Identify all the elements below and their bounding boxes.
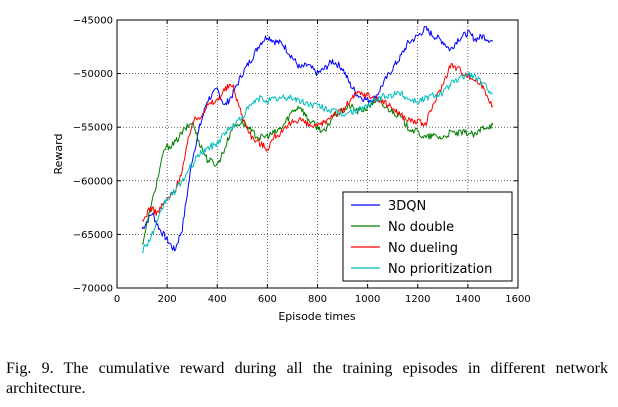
x-tick-label: 1600: [505, 294, 530, 305]
legend-box: [342, 191, 513, 282]
x-tick-label: 1000: [355, 294, 380, 305]
legend-label-no-dueling: No dueling: [388, 241, 458, 256]
grid-lines: [117, 20, 518, 288]
y-tick-label: −50000: [73, 69, 113, 80]
series-line-no-dueling: [141, 63, 494, 222]
y-axis-label: Reward: [52, 134, 65, 175]
x-tick-label: 1400: [455, 294, 480, 305]
y-tick-label: −70000: [73, 284, 113, 295]
legend-label-no-prioritization: No prioritization: [388, 262, 492, 277]
legend-label-3dqn: 3DQN: [388, 199, 426, 214]
x-tick-label: 0: [114, 294, 120, 305]
series-lines: [141, 25, 494, 254]
series-line-no-prioritization: [141, 72, 494, 254]
x-tick-label: 800: [308, 294, 327, 305]
axis-ticks: 0 200 400 600 800 1000 1200 1400 1600 −45000 −5000…: [73, 16, 531, 306]
x-tick-label: 200: [158, 294, 177, 305]
legend-label-no-double: No double: [388, 220, 454, 235]
legend: 3DQN No double No dueling No prioritization: [342, 191, 513, 282]
x-tick-label: 400: [208, 294, 227, 305]
y-tick-label: −55000: [73, 123, 113, 134]
x-tick-label: 600: [258, 294, 277, 305]
y-tick-label: −60000: [73, 176, 113, 187]
reward-chart: 0 200 400 600 800 1000 1200 1400 1600 −45000 −5000…: [52, 16, 531, 324]
x-tick-label: 1200: [405, 294, 430, 305]
y-tick-label: −65000: [73, 230, 113, 241]
y-tick-label: −45000: [73, 16, 113, 27]
series-line-3dqn: [141, 25, 494, 252]
x-axis-label: Episode times: [278, 310, 356, 323]
figure-caption: Fig. 9. The cumulative reward during all…: [6, 360, 608, 397]
